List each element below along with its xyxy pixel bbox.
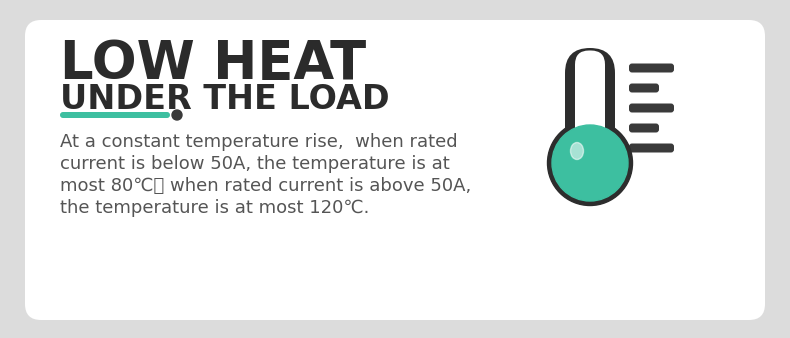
Text: UNDER THE LOAD: UNDER THE LOAD	[60, 83, 389, 116]
FancyBboxPatch shape	[577, 140, 603, 162]
Text: most 80℃； when rated current is above 50A,: most 80℃； when rated current is above 50…	[60, 177, 472, 195]
FancyBboxPatch shape	[629, 103, 674, 113]
Circle shape	[552, 125, 628, 201]
FancyBboxPatch shape	[629, 144, 674, 152]
FancyBboxPatch shape	[629, 64, 674, 72]
Text: LOW HEAT: LOW HEAT	[60, 38, 366, 90]
Text: the temperature is at most 120℃.: the temperature is at most 120℃.	[60, 199, 370, 217]
FancyBboxPatch shape	[629, 83, 659, 93]
Circle shape	[547, 121, 633, 206]
FancyBboxPatch shape	[25, 20, 765, 320]
Text: At a constant temperature rise,  when rated: At a constant temperature rise, when rat…	[60, 133, 457, 151]
Ellipse shape	[570, 143, 584, 160]
Circle shape	[172, 110, 182, 120]
FancyBboxPatch shape	[565, 48, 615, 163]
FancyBboxPatch shape	[575, 50, 605, 159]
Text: current is below 50A, the temperature is at: current is below 50A, the temperature is…	[60, 155, 450, 173]
FancyBboxPatch shape	[60, 112, 170, 118]
FancyBboxPatch shape	[629, 123, 659, 132]
